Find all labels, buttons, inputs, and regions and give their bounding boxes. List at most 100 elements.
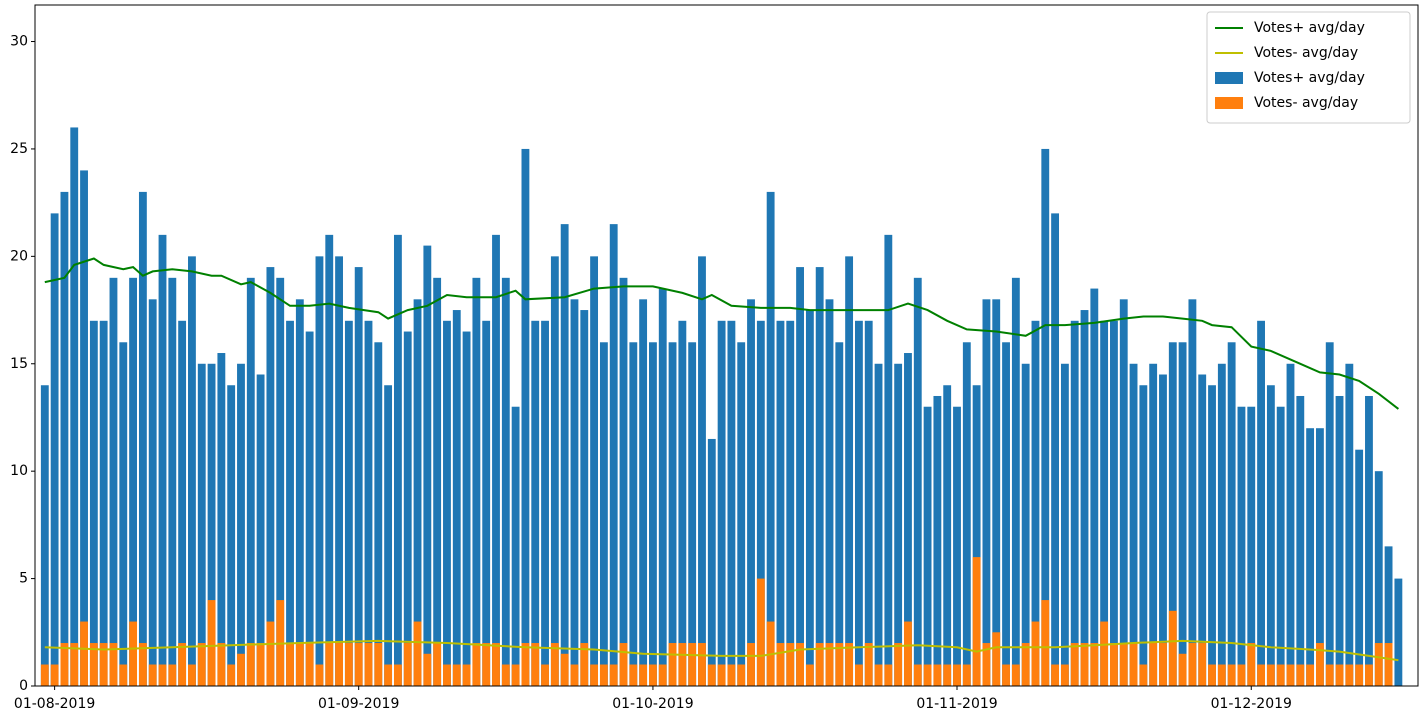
bar: [531, 320, 540, 686]
bar: [688, 342, 697, 686]
bar: [1227, 664, 1236, 686]
bar: [521, 643, 530, 686]
bar: [237, 363, 245, 686]
y-tick-label: 10: [10, 463, 28, 479]
bar: [521, 148, 530, 687]
bar: [874, 363, 883, 686]
bar: [188, 256, 196, 686]
bar: [335, 643, 343, 686]
bar: [776, 320, 785, 686]
bar: [305, 643, 314, 686]
bar: [933, 664, 942, 686]
bar: [639, 299, 648, 686]
bar: [1060, 363, 1069, 686]
bar: [266, 621, 275, 686]
bar: [158, 664, 167, 686]
bar: [384, 385, 393, 686]
bar: [1325, 342, 1334, 686]
bar: [756, 578, 765, 686]
bar: [609, 664, 618, 686]
bar: [1266, 385, 1275, 686]
bar: [1198, 643, 1207, 686]
bar: [1168, 342, 1177, 686]
bar: [1070, 320, 1079, 686]
bar: [256, 643, 265, 686]
bar: [168, 664, 177, 686]
bar: [1002, 342, 1010, 686]
bar: [1374, 643, 1383, 686]
bar: [354, 267, 363, 686]
bar: [845, 256, 854, 686]
bar: [1100, 320, 1109, 686]
bar: [609, 224, 618, 686]
plot-frame: [34, 4, 1419, 687]
bar: [1335, 395, 1344, 686]
bar: [99, 320, 108, 686]
bar: [805, 664, 814, 686]
bar: [413, 299, 422, 686]
bar: [1208, 385, 1216, 686]
bar: [796, 643, 804, 686]
bar: [913, 664, 922, 686]
bar: [668, 342, 677, 686]
bar: [99, 643, 108, 686]
bar: [1041, 600, 1050, 686]
bar: [295, 299, 304, 686]
bar: [178, 320, 187, 686]
bar: [1384, 643, 1393, 686]
bar: [89, 643, 98, 686]
bar: [188, 664, 196, 686]
bar: [1345, 363, 1354, 686]
bar: [325, 234, 334, 686]
bar: [129, 621, 138, 686]
bar: [658, 288, 667, 686]
bar: [737, 664, 746, 686]
bar: [982, 643, 991, 686]
bar: [70, 643, 79, 686]
bar: [678, 643, 687, 686]
bar: [482, 643, 491, 686]
bar: [129, 277, 138, 686]
bar: [815, 643, 824, 686]
bar: [1306, 664, 1315, 686]
bar: [462, 331, 471, 686]
bar: [393, 664, 402, 686]
bar: [374, 342, 383, 686]
bar: [599, 342, 608, 686]
bar: [1129, 643, 1138, 686]
bar: [89, 320, 98, 686]
bar: [492, 643, 500, 686]
bar: [717, 664, 726, 686]
bar: [1188, 299, 1197, 686]
bar: [1394, 578, 1403, 686]
bar: [256, 374, 265, 686]
bar: [452, 664, 461, 686]
bar: [1296, 664, 1305, 686]
bar: [1159, 643, 1167, 686]
bar: [1070, 643, 1079, 686]
bar: [688, 643, 697, 686]
y-tick-label: 20: [10, 248, 28, 264]
bar: [864, 643, 873, 686]
bar: [884, 664, 893, 686]
bar: [109, 277, 118, 686]
bar: [560, 653, 569, 686]
bar: [266, 267, 275, 686]
bar: [119, 664, 128, 686]
bar: [325, 643, 334, 686]
bar: [462, 664, 471, 686]
bar: [1011, 664, 1020, 686]
bar: [1031, 320, 1040, 686]
bar: [1266, 664, 1275, 686]
x-tick-label: 01-09-2019: [318, 696, 399, 712]
bar: [1110, 320, 1118, 686]
bar: [1168, 610, 1177, 686]
bar: [60, 191, 69, 686]
bar: [786, 320, 795, 686]
bar: [109, 643, 118, 686]
bar: [904, 621, 912, 686]
bar: [227, 664, 236, 686]
bar: [629, 342, 638, 686]
bar: [835, 643, 844, 686]
bar: [825, 299, 834, 686]
